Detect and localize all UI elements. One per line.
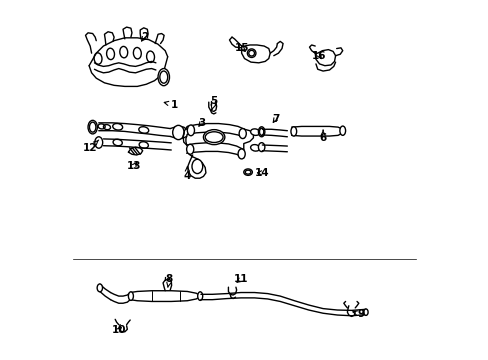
Ellipse shape bbox=[258, 143, 264, 152]
Circle shape bbox=[247, 49, 255, 58]
Text: 2: 2 bbox=[141, 32, 148, 42]
Ellipse shape bbox=[192, 159, 203, 174]
Ellipse shape bbox=[186, 144, 193, 154]
Text: 16: 16 bbox=[312, 51, 326, 61]
Ellipse shape bbox=[290, 127, 296, 136]
Ellipse shape bbox=[95, 137, 102, 148]
Ellipse shape bbox=[128, 292, 133, 300]
Text: 9: 9 bbox=[352, 309, 364, 319]
Ellipse shape bbox=[250, 145, 259, 151]
Ellipse shape bbox=[363, 309, 367, 315]
Ellipse shape bbox=[339, 126, 345, 135]
Ellipse shape bbox=[203, 130, 224, 145]
Text: 3: 3 bbox=[198, 118, 205, 128]
Ellipse shape bbox=[250, 129, 259, 135]
Text: 10: 10 bbox=[111, 325, 126, 335]
Text: 4: 4 bbox=[183, 167, 191, 181]
Text: 12: 12 bbox=[83, 140, 99, 153]
Text: 5: 5 bbox=[210, 96, 217, 109]
Ellipse shape bbox=[88, 120, 97, 134]
Text: 14: 14 bbox=[254, 168, 268, 178]
Text: 1: 1 bbox=[164, 100, 178, 110]
Ellipse shape bbox=[239, 129, 246, 139]
Ellipse shape bbox=[187, 125, 194, 136]
Ellipse shape bbox=[158, 68, 169, 86]
Text: 11: 11 bbox=[233, 274, 248, 284]
Ellipse shape bbox=[238, 149, 244, 159]
Ellipse shape bbox=[172, 125, 184, 140]
Ellipse shape bbox=[197, 292, 203, 300]
Text: 8: 8 bbox=[165, 274, 173, 287]
Text: 6: 6 bbox=[319, 130, 326, 143]
Ellipse shape bbox=[258, 127, 264, 137]
Text: 15: 15 bbox=[234, 43, 248, 53]
Ellipse shape bbox=[244, 169, 252, 175]
Ellipse shape bbox=[97, 284, 102, 292]
Text: 7: 7 bbox=[272, 113, 279, 123]
Text: 13: 13 bbox=[126, 161, 141, 171]
